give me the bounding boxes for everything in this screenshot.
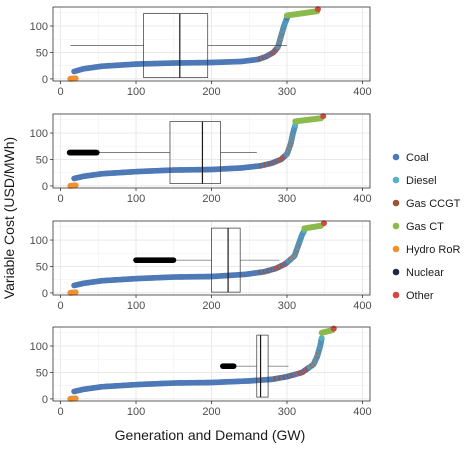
y-tick-label: 100 — [30, 128, 48, 140]
legend: Coal Diesel Gas CCGT Gas CT Hydro RoR Nuclear… — [392, 152, 461, 302]
box — [169, 121, 221, 184]
x-tick-label: 100 — [127, 406, 145, 418]
other-point — [320, 220, 327, 227]
hydro-point — [72, 75, 79, 82]
legend-swatch — [392, 199, 400, 207]
y-tick-label: 0 — [42, 394, 48, 406]
x-tick-label: 200 — [202, 86, 220, 98]
hydro-point — [72, 182, 79, 189]
y-tick-label: 100 — [30, 341, 48, 353]
x-tick-label: 100 — [127, 300, 145, 312]
panel-2: 0 50 100 0 100 200 300 400 — [30, 113, 372, 205]
x-tick-label: 100 — [127, 86, 145, 98]
hydro-point — [72, 395, 79, 402]
legend-swatch — [392, 222, 400, 230]
legend-swatch — [392, 153, 400, 161]
y-tick-label: 50 — [36, 367, 48, 379]
legend-label: Other — [406, 290, 434, 302]
x-tick-label: 400 — [353, 86, 371, 98]
legend-label: Gas CCGT — [406, 198, 461, 210]
y-tick-label: 50 — [36, 47, 48, 59]
x-tick-label: 200 — [202, 300, 220, 312]
y-tick-label: 0 — [42, 74, 48, 86]
y-axis-title: Variable Cost (USD/MWh) — [1, 137, 17, 299]
x-tick-label: 400 — [353, 406, 371, 418]
x-tick-label: 200 — [202, 406, 220, 418]
panel-1: 0 50 100 0 100 200 300 400 — [30, 6, 372, 98]
legend-swatch — [392, 176, 400, 184]
x-tick-label: 0 — [57, 193, 63, 205]
legend-label: Diesel — [406, 175, 437, 187]
box — [143, 13, 209, 78]
x-tick-label: 300 — [278, 193, 296, 205]
x-tick-label: 400 — [353, 300, 371, 312]
x-tick-label: 300 — [278, 86, 296, 98]
panels: 0 50 100 0 100 200 300 400 0 50 100 0 100 200 300 400 0 5… — [30, 6, 372, 418]
y-tick-label: 100 — [30, 235, 48, 247]
panel-3: 0 50 100 0 100 200 300 400 — [30, 220, 372, 312]
other-point — [330, 325, 337, 332]
legend-swatch — [392, 268, 400, 276]
other-point — [320, 113, 327, 120]
legend-label: Coal — [406, 152, 429, 164]
x-tick-label: 0 — [57, 300, 63, 312]
legend-swatch — [392, 291, 400, 299]
supply-point — [318, 335, 325, 341]
y-tick-label: 50 — [36, 261, 48, 273]
legend-label: Nuclear — [406, 267, 444, 279]
y-tick-label: 100 — [30, 21, 48, 33]
y-tick-label: 50 — [36, 154, 48, 166]
x-tick-label: 100 — [127, 193, 145, 205]
legend-label: Gas CT — [406, 221, 444, 233]
x-tick-label: 0 — [57, 86, 63, 98]
x-tick-label: 200 — [202, 193, 220, 205]
x-tick-label: 400 — [353, 193, 371, 205]
legend-label: Hydro RoR — [406, 244, 460, 256]
y-tick-label: 0 — [42, 288, 48, 300]
outlier-point — [93, 149, 100, 156]
box — [211, 227, 241, 293]
legend-swatch — [392, 245, 400, 253]
panel-4: 0 50 100 0 100 200 300 400 — [30, 325, 372, 418]
x-tick-label: 300 — [278, 300, 296, 312]
x-tick-label: 0 — [57, 406, 63, 418]
other-point — [314, 6, 321, 13]
outlier-point — [230, 363, 237, 369]
x-tick-label: 300 — [278, 406, 296, 418]
y-tick-label: 0 — [42, 181, 48, 193]
outlier-point — [170, 257, 177, 263]
hydro-point — [72, 289, 79, 296]
box — [256, 334, 269, 398]
x-axis-title: Generation and Demand (GW) — [115, 427, 306, 443]
